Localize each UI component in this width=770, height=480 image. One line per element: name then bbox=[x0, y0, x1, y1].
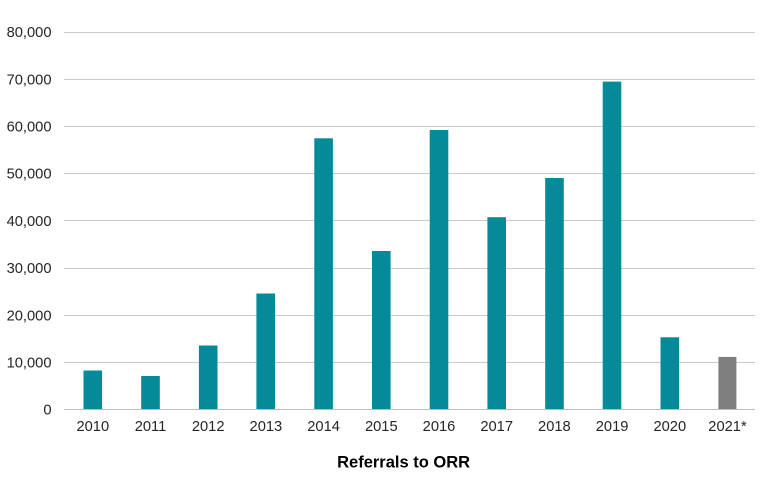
svg-text:30,000: 30,000 bbox=[7, 261, 52, 277]
svg-text:2012: 2012 bbox=[192, 419, 225, 435]
svg-text:2011: 2011 bbox=[135, 419, 167, 435]
svg-text:40,000: 40,000 bbox=[7, 214, 52, 230]
svg-text:2017: 2017 bbox=[480, 419, 513, 435]
svg-text:10,000: 10,000 bbox=[7, 356, 52, 372]
svg-text:0: 0 bbox=[43, 403, 51, 419]
svg-text:2019: 2019 bbox=[596, 419, 629, 435]
svg-text:Referrals to ORR: Referrals to ORR bbox=[337, 453, 470, 471]
svg-text:20,000: 20,000 bbox=[7, 308, 52, 324]
svg-text:70,000: 70,000 bbox=[7, 72, 52, 88]
svg-text:2013: 2013 bbox=[250, 419, 283, 435]
svg-text:2021*: 2021* bbox=[708, 419, 747, 435]
svg-text:60,000: 60,000 bbox=[7, 120, 52, 136]
svg-text:2016: 2016 bbox=[423, 419, 456, 435]
svg-text:2015: 2015 bbox=[365, 419, 398, 435]
svg-text:2018: 2018 bbox=[538, 419, 571, 435]
svg-text:2014: 2014 bbox=[307, 419, 340, 435]
svg-text:2020: 2020 bbox=[653, 419, 686, 435]
svg-text:2010: 2010 bbox=[76, 419, 109, 435]
svg-text:80,000: 80,000 bbox=[7, 25, 52, 41]
svg-text:50,000: 50,000 bbox=[7, 167, 52, 183]
